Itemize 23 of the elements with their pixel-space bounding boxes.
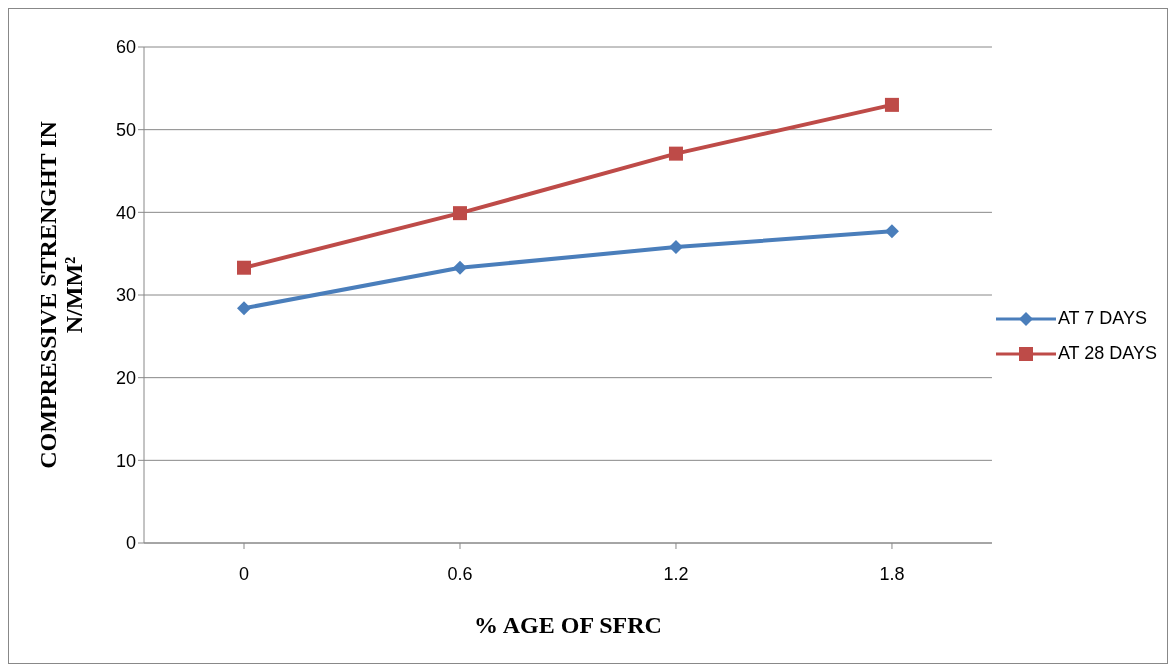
point [884,97,899,112]
point [668,146,683,161]
y-tick-label: 0 [125,533,136,554]
x-tick-label: 1.8 [879,563,905,584]
point [452,206,467,221]
y-tick-label: 60 [115,37,136,58]
x-tick-label: 1.2 [663,563,689,584]
y-tick-label: 40 [115,202,136,223]
y-axis-title: COMPRESSIVE STRENGHT IN N/MM² [35,120,87,469]
x-axis-title: % AGE OF SFRC [474,612,662,638]
x-tick-label: 0.6 [447,563,473,584]
y-tick-label: 20 [115,368,136,389]
y-tick-label: 10 [115,450,136,471]
legend-label: AT 7 DAYS [1057,308,1147,329]
y-tick-label: 30 [115,285,136,306]
legend-label: AT 28 DAYS [1057,343,1157,364]
point [237,260,251,275]
point [668,240,683,255]
point [452,260,467,275]
point [884,224,899,239]
point [237,301,251,316]
y-tick-label: 50 [115,120,136,141]
x-tick-label: 0 [238,563,250,584]
